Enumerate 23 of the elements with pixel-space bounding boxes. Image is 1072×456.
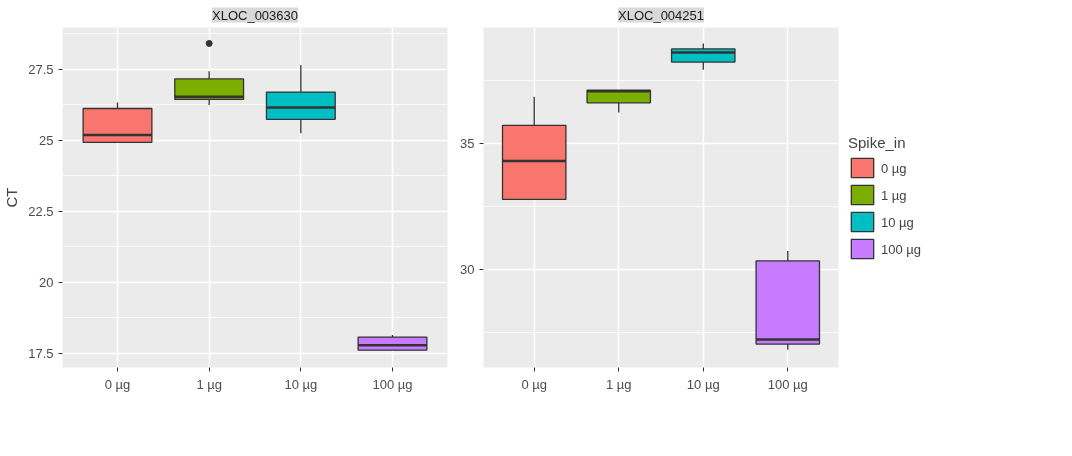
x-tick-label: 10 µg [686, 376, 720, 392]
x-tick-label: 1 µg [605, 376, 632, 392]
y-tick-label: 22.5 [28, 203, 54, 219]
legend-title: Spike_in [848, 133, 907, 151]
x-tick-label: 100 µg [372, 376, 413, 392]
y-tick-label: 25 [39, 132, 54, 148]
legend-label: 100 µg [881, 241, 922, 256]
y-tick-label: 35 [460, 136, 475, 152]
x-tick-label: 0 µg [521, 376, 547, 392]
chart-title: XLOC_004251 [617, 7, 705, 23]
y-tick-label: 30 [460, 262, 475, 278]
y-tick-label: 17.5 [28, 345, 54, 361]
chart-title: XLOC_003630 [211, 7, 299, 23]
legend-label: 1 µg [881, 187, 907, 202]
x-tick-label: 0 µg [104, 376, 131, 392]
y-tick-label: 27.5 [28, 61, 54, 77]
y-axis-title: CT [3, 187, 21, 208]
legend-label: 10 µg [881, 214, 914, 229]
legend-label: 0 µg [881, 160, 907, 175]
y-tick-label: 20 [39, 274, 54, 290]
x-tick-label: 10 µg [284, 376, 318, 392]
x-tick-label: 1 µg [196, 376, 222, 392]
x-tick-label: 100 µg [767, 376, 808, 392]
